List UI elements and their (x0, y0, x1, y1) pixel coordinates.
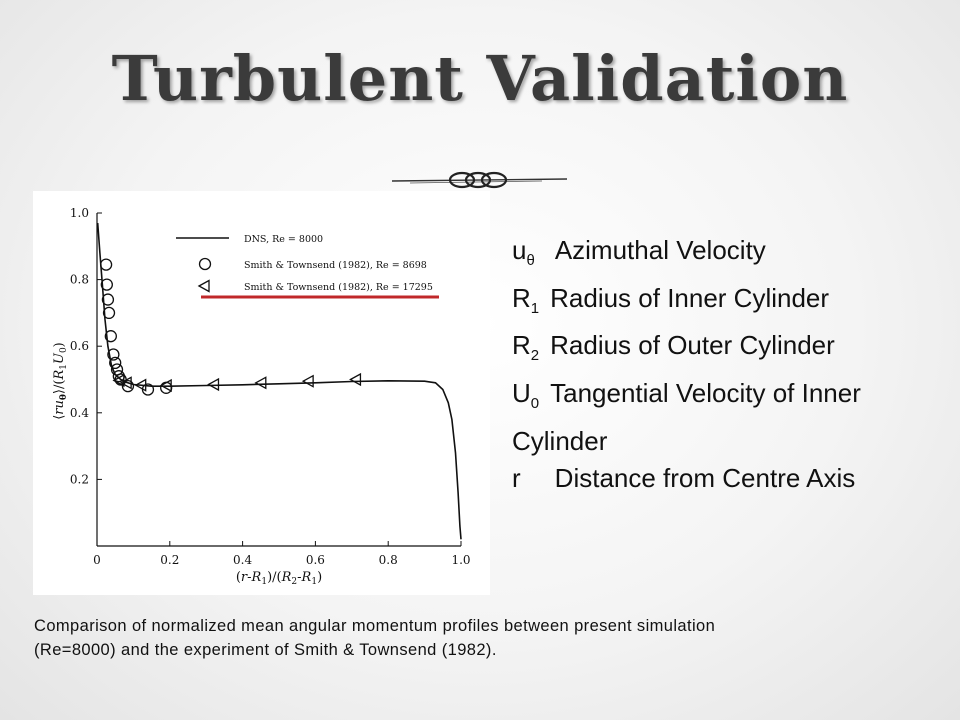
data-point-triangle (112, 373, 125, 388)
data-point-triangle (119, 376, 132, 390)
variable-row: r Distance from Centre Axis (512, 460, 957, 498)
data-point-triangle (134, 378, 147, 392)
data-point-triangle (254, 376, 267, 390)
variable-symbol-subscript: 1 (530, 299, 540, 317)
legend-label-re8698: Smith & Townsend (1982), Re = 8698 (244, 260, 427, 271)
y-tick-label: 0.2 (70, 472, 89, 486)
chart-svg: 0 0.2 0.4 0.6 0.8 1.0 0.2 0.4 0.6 0.8 1.0 DNS, Re … (52, 206, 471, 587)
x-tick-label: 1.0 (451, 553, 470, 567)
data-point-triangle (159, 378, 172, 393)
data-point-triangle (301, 374, 314, 388)
variable-row: uθ Azimuthal Velocity (512, 232, 957, 280)
variable-symbol: uθ (512, 232, 535, 280)
plot-frame (96, 213, 461, 547)
slide-title: Turbulent Validation (111, 42, 849, 115)
variable-row: R2 Radius of Outer Cylinder (512, 327, 957, 375)
variable-description: Azimuthal Velocity (554, 235, 766, 265)
series-layer (96, 222, 462, 540)
variable-legend: uθ Azimuthal Velocity R1 Radius of Inner Cy… (512, 232, 957, 498)
legend-swatch-triangle (197, 279, 210, 293)
variable-description: Radius of Inner Cylinder (550, 282, 830, 313)
dns-line (96, 222, 462, 540)
data-point-triangle (349, 372, 362, 387)
variable-symbol-subscript: θ (526, 252, 535, 270)
variable-symbol-base: r (512, 463, 521, 494)
variable-symbol: r (512, 460, 521, 498)
legend-label-dns: DNS, Re = 8000 (244, 234, 323, 245)
x-tick-label: 0.2 (160, 553, 179, 567)
data-point-triangle (207, 377, 220, 392)
variable-symbol-base: R (512, 282, 531, 313)
x-axis-title: (r-R1)/(R2-R1) (236, 570, 322, 587)
variable-description: Tangential Velocity of Inner Cylinder (512, 378, 861, 456)
data-point-circle (104, 330, 117, 343)
data-point-circle (101, 293, 115, 306)
variable-symbol: U0 (512, 375, 539, 423)
chart-legend: DNS, Re = 8000 Smith & Townsend (1982), … (176, 234, 439, 299)
variable-symbol: R2 (512, 327, 539, 375)
data-point-circle (109, 356, 122, 370)
variable-description: Distance from Centre Axis (554, 463, 856, 494)
variable-symbol: R1 (512, 280, 539, 328)
data-point-circle (107, 348, 120, 361)
y-tick-label: 1.0 (70, 206, 89, 220)
variable-symbol-subscript: 0 (530, 395, 540, 413)
title-ornament (392, 171, 567, 189)
y-axis-title: ⟨ruθ⟩/(R1U0) (52, 342, 69, 420)
x-tick-label: 0.6 (306, 553, 325, 567)
variable-symbol-base: R (512, 330, 531, 361)
x-tick-label: 0.8 (379, 553, 398, 567)
variable-row: R1 Radius of Inner Cylinder (512, 280, 957, 328)
legend-swatch-circle (198, 257, 212, 271)
variable-row: U0 Tangential Velocity of Inner Cylinder (512, 375, 957, 460)
variable-symbol-base: U (512, 378, 531, 409)
x-tick-label: 0.4 (233, 553, 252, 567)
y-tick-label: 0.6 (70, 339, 89, 353)
data-point-circle (99, 258, 113, 271)
tick-layer: 0 0.2 0.4 0.6 0.8 1.0 0.2 0.4 0.6 0.8 1.0 (70, 206, 471, 567)
x-tick-label: 0 (93, 553, 101, 567)
data-point-circle (102, 306, 116, 320)
variable-description: Radius of Outer Cylinder (550, 330, 835, 361)
chart-figure: 0 0.2 0.4 0.6 0.8 1.0 0.2 0.4 0.6 0.8 1.0 DNS, Re … (33, 191, 490, 595)
y-tick-label: 0.8 (70, 273, 89, 287)
figure-caption: Comparison of normalized mean angular mo… (34, 617, 716, 659)
y-tick-label: 0.4 (70, 406, 89, 420)
data-point-circle (100, 278, 113, 291)
data-point-circle (121, 380, 135, 393)
variable-symbol-subscript: 2 (530, 347, 540, 365)
variable-symbol-base: u (512, 235, 527, 265)
legend-label-re17295: Smith & Townsend (1982), Re = 17295 (244, 282, 433, 293)
